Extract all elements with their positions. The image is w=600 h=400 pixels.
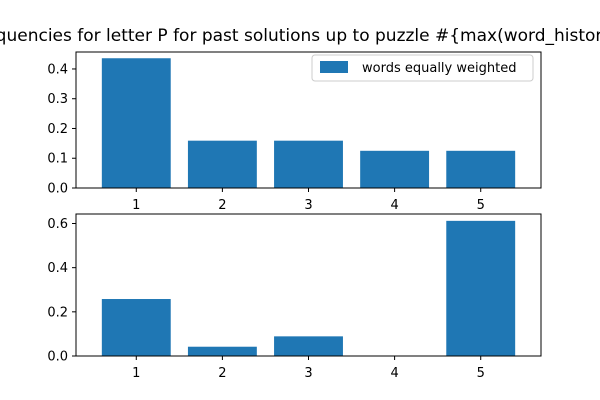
top-bar-5 [446,150,516,188]
top-x-tick-label-5: 5 [477,198,485,213]
top-y-tick-label-0.3: 0.3 [47,92,68,107]
bottom-bar-5 [446,220,516,356]
bottom-y-tick-label-0.2: 0.2 [47,305,68,320]
top-y-tick-label-0.0: 0.0 [47,182,68,197]
bottom-x-tick-label-4: 4 [390,366,398,381]
bottom-subplot: 1 2 3 4 5 0.0 0.2 0.4 0.6 [47,213,542,381]
bottom-x-tick-label-5: 5 [477,366,485,381]
top-x-tick-label-1: 1 [132,198,140,213]
top-bar-2 [187,140,257,188]
top-y-tick-label-0.2: 0.2 [47,122,68,137]
bottom-y-tick-label-0.6: 0.6 [47,217,68,232]
bottom-y-tick-label-0.4: 0.4 [47,261,68,276]
bottom-bar-1 [101,299,171,356]
bottom-x-tick-label-3: 3 [304,366,312,381]
top-y-tick-label-0.1: 0.1 [47,152,68,167]
bottom-bar-2 [187,346,257,356]
legend-box [311,54,534,82]
top-x-tick-label-2: 2 [218,198,226,213]
bottom-y-tick-label-0.0: 0.0 [47,350,68,365]
top-bar-3 [274,140,343,188]
chart-title: Frequencies for letter P for past soluti… [0,26,600,46]
bottom-x-tick-label-2: 2 [218,366,226,381]
top-legend: words equally weighted [311,54,534,82]
bottom-x-tick-label-1: 1 [132,366,140,381]
top-x-tick-label-4: 4 [390,198,398,213]
top-x-tick-label-3: 3 [304,198,312,213]
top-subplot: 1 2 3 4 5 0.0 0.1 0.2 0.3 0.4 words equally weight… [47,51,542,213]
top-bar-1 [101,58,171,188]
top-y-tick-label-0.4: 0.4 [47,62,68,77]
bottom-bar-3 [274,336,343,356]
legend-swatch [320,61,348,73]
top-bar-4 [360,150,430,188]
legend-label: words equally weighted [362,61,516,76]
